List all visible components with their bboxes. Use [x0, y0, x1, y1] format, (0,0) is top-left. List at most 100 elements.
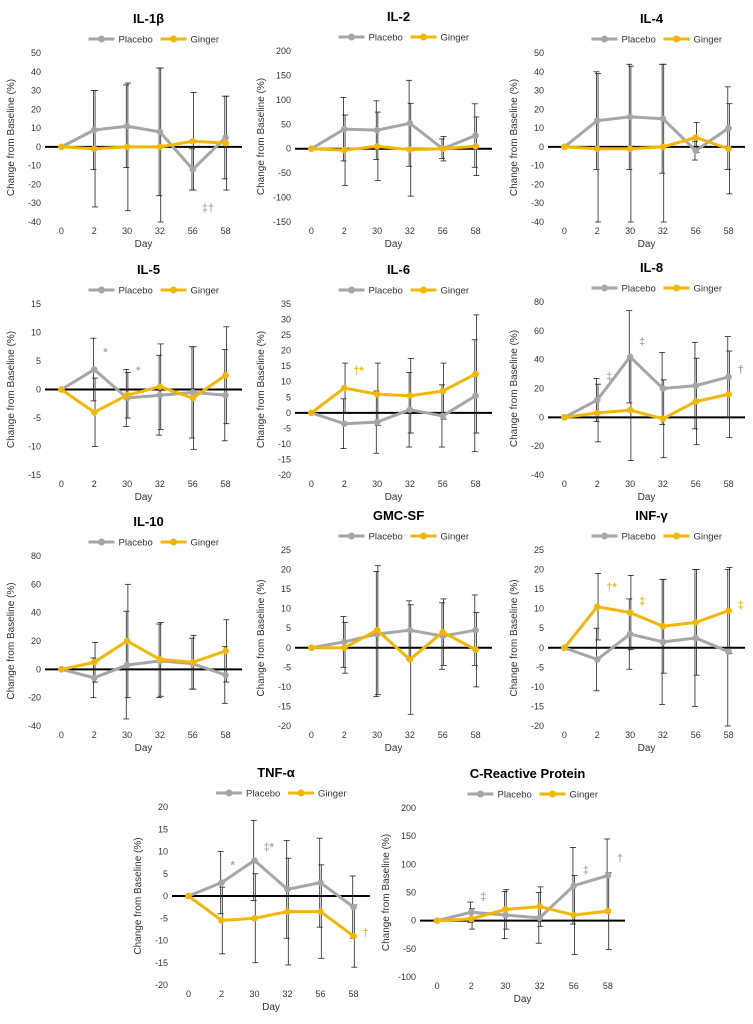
- ginger-point: [467, 915, 475, 923]
- y-tick-label: 10: [281, 377, 291, 387]
- x-tick-label: 2: [92, 730, 97, 740]
- legend-placebo-marker: [601, 35, 608, 43]
- placebo-point: [472, 392, 479, 400]
- legend-placebo-marker: [98, 538, 105, 546]
- y-tick-label: 10: [158, 847, 168, 857]
- y-tick-label: 5: [286, 392, 291, 402]
- ginger-point: [156, 656, 164, 663]
- chart-title: INF-γ: [635, 508, 668, 523]
- significance-marker: *: [136, 365, 141, 377]
- placebo-series-line: [61, 659, 227, 680]
- y-tick-label: 100: [276, 95, 291, 105]
- y-tick-label: 20: [31, 636, 41, 646]
- ginger-point: [626, 145, 634, 153]
- x-tick-label: 0: [309, 226, 314, 236]
- y-tick-label: -5: [33, 413, 41, 423]
- placebo-point: [626, 630, 634, 638]
- x-tick-label: 30: [122, 226, 132, 236]
- ginger-point: [406, 146, 414, 153]
- ginger-point: [308, 145, 315, 153]
- y-tick-label: 60: [534, 326, 544, 336]
- x-tick-label: 30: [372, 479, 382, 489]
- x-tick-label: 30: [625, 226, 635, 236]
- placebo-point: [570, 882, 578, 890]
- ginger-point: [123, 391, 131, 399]
- y-tick-label: 15: [31, 299, 41, 309]
- ginger-point: [123, 637, 131, 645]
- ginger-point: [340, 384, 348, 392]
- y-tick-label: 40: [534, 67, 544, 77]
- y-tick-label: 30: [534, 86, 544, 96]
- x-tick-label: 58: [221, 730, 231, 740]
- placebo-series-line: [310, 121, 477, 151]
- placebo-point: [222, 391, 229, 399]
- y-tick-label: -5: [283, 423, 291, 433]
- y-tick-label: 0: [539, 142, 544, 152]
- y-tick-label: 20: [281, 565, 291, 575]
- placebo-point: [340, 125, 348, 133]
- ginger-point: [561, 644, 568, 652]
- x-tick-label: 32: [658, 226, 668, 236]
- placebo-point: [439, 412, 447, 420]
- y-tick-label: -15: [278, 701, 291, 711]
- placebo-point: [593, 396, 601, 404]
- placebo-point: [90, 366, 98, 373]
- y-tick-label: -10: [28, 161, 41, 171]
- ginger-point: [373, 390, 381, 398]
- significance-marker: ‡: [606, 371, 612, 383]
- placebo-series-line: [187, 858, 355, 909]
- y-axis-label: Change from Baseline (%): [6, 582, 17, 699]
- ginger-point: [189, 394, 197, 402]
- y-axis-label: Change from Baseline (%): [509, 330, 520, 447]
- y-tick-label: 15: [281, 584, 291, 594]
- y-tick-label: -20: [531, 179, 544, 189]
- y-tick-label: 200: [276, 46, 291, 56]
- y-tick-label: -20: [278, 470, 291, 480]
- ginger-point: [58, 386, 65, 393]
- y-tick-label: -15: [531, 701, 544, 711]
- y-tick-label: -150: [273, 217, 291, 227]
- placebo-point: [406, 406, 414, 414]
- legend-ginger-marker: [420, 532, 427, 540]
- ginger-point: [561, 414, 568, 421]
- x-tick-label: 56: [691, 730, 701, 740]
- x-tick-label: 56: [315, 989, 325, 999]
- y-tick-label: 30: [281, 315, 291, 325]
- placebo-point: [659, 115, 667, 123]
- x-tick-label: 2: [342, 226, 347, 236]
- chart-title: GMC-SF: [373, 508, 424, 523]
- y-tick-label: -50: [403, 944, 416, 954]
- placebo-point: [406, 626, 414, 634]
- y-axis-label: Change from Baseline (%): [256, 78, 267, 195]
- legend-placebo-label: Placebo: [622, 35, 656, 46]
- significance-marker: †*: [353, 365, 364, 377]
- chart-title: IL-8: [640, 260, 663, 275]
- y-tick-label: 100: [401, 859, 416, 869]
- y-tick-label: 40: [31, 67, 41, 77]
- y-tick-label: 35: [281, 299, 291, 309]
- y-tick-label: 50: [534, 48, 544, 58]
- significance-marker: ‡: [738, 600, 744, 612]
- placebo-point: [725, 124, 732, 132]
- y-tick-label: 5: [36, 356, 41, 366]
- placebo-series-line: [563, 632, 730, 662]
- placebo-point: [156, 391, 164, 399]
- y-tick-label: 80: [534, 297, 544, 307]
- x-tick-label: 58: [724, 479, 734, 489]
- x-tick-label: 58: [221, 479, 231, 489]
- ginger-point: [570, 911, 578, 919]
- x-tick-label: 56: [438, 226, 448, 236]
- legend-placebo-marker: [348, 532, 355, 540]
- chart-title: IL-4: [640, 11, 664, 26]
- legend-placebo-marker: [98, 35, 105, 43]
- ginger-point: [593, 409, 601, 417]
- x-tick-label: 30: [372, 226, 382, 236]
- legend-ginger-label: Ginger: [441, 532, 470, 543]
- legend-ginger-label: Ginger: [694, 35, 723, 46]
- ginger-series-line: [311, 144, 476, 152]
- placebo-point: [472, 626, 479, 634]
- legend-ginger-label: Ginger: [441, 286, 470, 297]
- ginger-series-line: [564, 392, 729, 421]
